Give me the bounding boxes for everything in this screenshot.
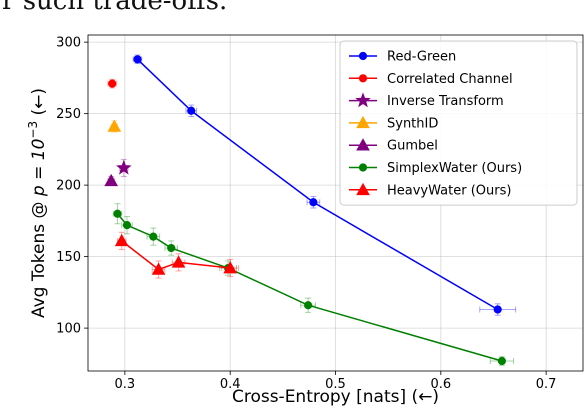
legend-marker	[356, 115, 370, 129]
legend-marker	[358, 74, 368, 83]
data-point	[133, 55, 142, 64]
series-heavywater-ours	[114, 231, 240, 279]
data-point	[304, 301, 313, 310]
legend-item: Gumbel	[349, 138, 438, 154]
legend-label: Inverse Transform	[387, 94, 504, 109]
data-point	[151, 262, 166, 275]
x-tick-label: 0.3	[115, 377, 136, 392]
x-axis-label: Cross-Entropy [nats] (←)	[232, 387, 439, 406]
data-point	[493, 305, 502, 314]
legend-label: SynthID	[387, 116, 438, 131]
series-correlated-channel	[107, 78, 117, 89]
legend-item: HeavyWater (Ours)	[349, 182, 511, 198]
legend-marker	[356, 138, 370, 151]
data-point	[167, 243, 176, 253]
y-tick-label: 250	[56, 107, 81, 122]
data-point	[497, 356, 507, 366]
series-line	[121, 240, 231, 271]
x-axis-ticks: 0.3 0.4 0.5 0.6 0.7	[115, 371, 557, 392]
series-gumbel	[104, 173, 118, 187]
x-tick-label: 0.6	[430, 377, 451, 392]
y-tick-label: 150	[56, 250, 81, 265]
y-axis-label-exponent: −3	[26, 121, 40, 139]
page-text-fragment-line: r such trade-offs.	[2, 0, 228, 16]
x-tick-label: 0.5	[325, 377, 346, 392]
legend-label: HeavyWater (Ours)	[387, 183, 511, 198]
legend-marker	[355, 92, 371, 108]
legend-marker	[356, 182, 370, 196]
legend-label: Red-Green	[387, 50, 456, 65]
data-point	[309, 198, 318, 207]
y-axis-ticks: 100 150 200 250 300	[56, 36, 88, 337]
data-point	[107, 119, 122, 132]
data-point	[187, 106, 196, 115]
series-layer	[104, 54, 517, 366]
y-axis-label: Avg Tokens @ p = 10−3 (←)	[26, 88, 49, 318]
legend-item: SynthID	[349, 115, 438, 131]
legend-item: SimplexWater (Ours)	[349, 161, 522, 176]
legend-item: Red-Green	[349, 50, 456, 65]
legend: Red-Green Correlated Channel Inverse Trans…	[339, 40, 578, 206]
data-point	[223, 261, 238, 274]
data-point	[104, 173, 118, 187]
legend-item: Inverse Transform	[349, 92, 504, 109]
x-tick-label: 0.4	[220, 377, 241, 392]
y-tick-label: 100	[56, 322, 81, 337]
series-line	[116, 213, 503, 362]
legend-marker	[358, 163, 368, 172]
series-inverse-transform	[116, 158, 132, 178]
y-axis-label-math: p = 10	[29, 139, 49, 197]
data-point	[114, 233, 129, 247]
series-line	[136, 58, 499, 311]
series-red-green	[132, 54, 517, 316]
page-text-fragment: r such trade-offs.	[0, 0, 584, 26]
series-synthid	[107, 119, 122, 133]
y-axis-label-prefix: Avg Tokens @	[29, 196, 49, 318]
legend-marker	[358, 51, 368, 61]
data-point	[113, 209, 122, 218]
legend-label: Gumbel	[387, 139, 438, 154]
legend-item: Correlated Channel	[349, 72, 513, 87]
y-tick-label: 200	[56, 179, 81, 194]
legend-label: SimplexWater (Ours)	[387, 161, 522, 176]
legend-label: Correlated Channel	[387, 72, 513, 87]
y-axis-label-suffix: (←)	[29, 88, 49, 121]
data-point	[116, 159, 132, 175]
y-tick-label: 300	[56, 36, 81, 51]
x-tick-label: 0.7	[536, 377, 557, 392]
data-point	[122, 221, 132, 230]
data-point	[108, 79, 117, 88]
data-point	[149, 232, 158, 241]
legend-frame	[339, 40, 578, 206]
data-point	[171, 255, 186, 268]
